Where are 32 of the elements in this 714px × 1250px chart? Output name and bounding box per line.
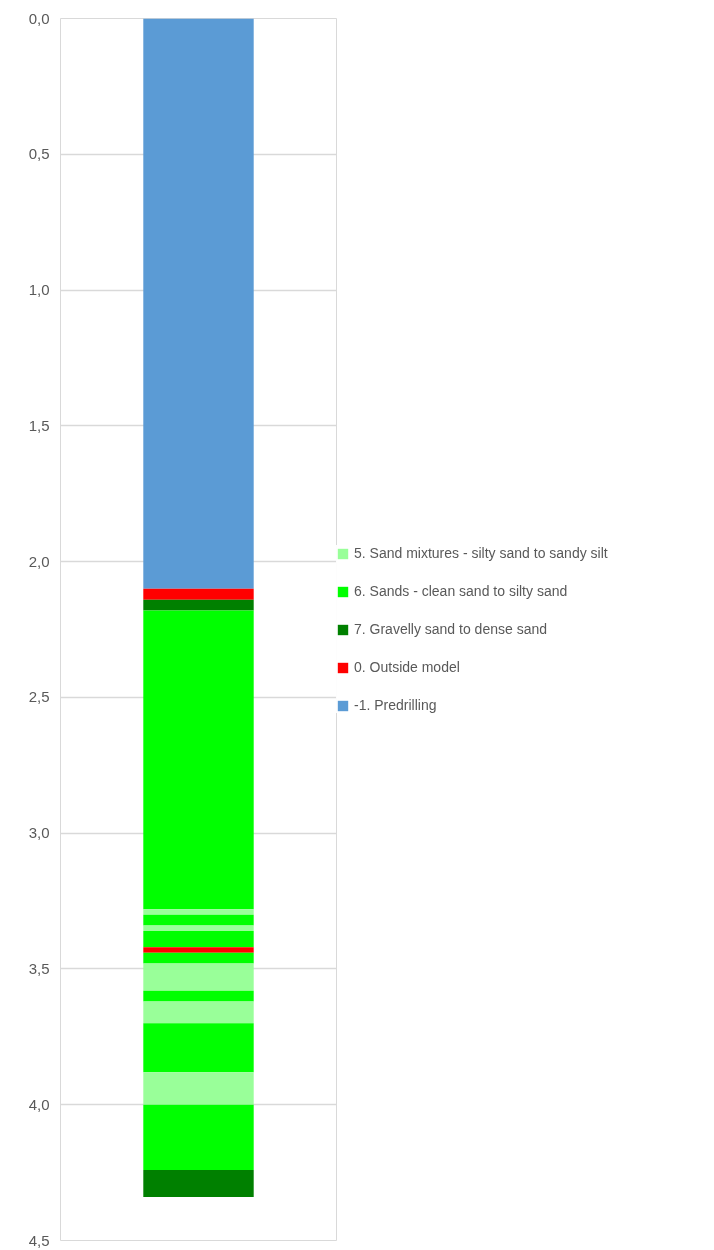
bar (143, 610, 254, 910)
bar (143, 1169, 254, 1198)
legend-label: 7. Gravelly sand to dense sand (354, 621, 548, 637)
legend-label: -1. Predrilling (354, 697, 437, 713)
bar (143, 952, 254, 964)
y-tick-label: 4,0 (28, 1095, 50, 1113)
y-tick-label: 2,0 (28, 552, 50, 570)
legend-label: 5. Sand mixtures - silty sand to sandy silt (354, 545, 608, 561)
bar (143, 963, 254, 991)
bar (143, 930, 254, 948)
bar (143, 588, 254, 600)
y-tick-label: 0,5 (28, 145, 50, 163)
legend-label: 6. Sands - clean sand to silty sand (354, 583, 568, 599)
y-tick-label: 1,5 (28, 416, 50, 434)
y-tick-label: 1,0 (28, 281, 50, 299)
bar (143, 599, 254, 611)
y-tick-label: 4,5 (28, 1231, 50, 1249)
bar (143, 909, 254, 915)
y-tick-label: 3,0 (28, 824, 50, 842)
y-tick-label: 0,0 (28, 9, 50, 27)
bar (143, 1023, 254, 1073)
legend-label: 0. Outside model (354, 659, 460, 675)
bar (143, 947, 254, 953)
bar (143, 1072, 254, 1105)
y-tick-label: 3,5 (28, 959, 50, 977)
y-tick-label: 2,5 (28, 688, 50, 706)
bar (143, 914, 254, 926)
bar (143, 925, 254, 931)
bar (143, 1001, 254, 1024)
bar (143, 990, 254, 1002)
bar (143, 18, 254, 589)
bar (143, 1104, 254, 1170)
